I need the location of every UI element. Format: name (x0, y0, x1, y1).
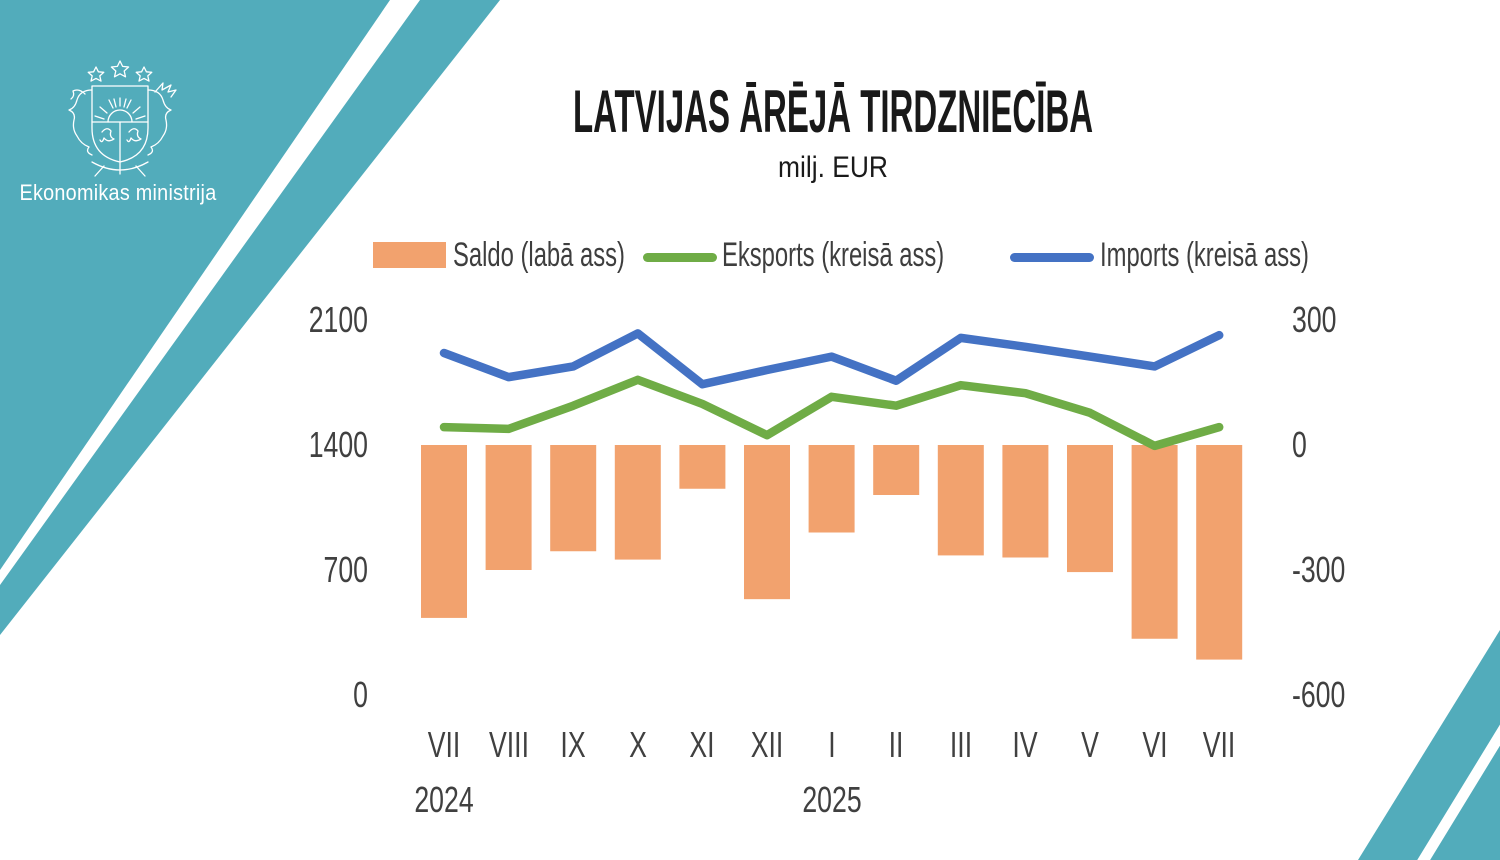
left-axis-tick-2100: 2100 (308, 299, 368, 340)
saldo-bar-VII-0 (421, 445, 467, 618)
right-axis-tick--300: -300 (1292, 549, 1346, 590)
saldo-bar-XII-5 (744, 445, 790, 600)
right-axis-tick-0: 0 (1292, 424, 1307, 465)
month-label-6-I: I (827, 724, 836, 765)
chart-subtitle: milj. EUR (778, 151, 888, 184)
right-axis-tick--600: -600 (1292, 674, 1346, 715)
teal-band-top-left (0, 0, 500, 635)
saldo-bar-IV-9 (1002, 445, 1049, 558)
saldo-bar-II-7 (873, 445, 920, 495)
eksports-line (439, 375, 1224, 451)
saldo-bar-IX-2 (550, 445, 597, 552)
month-label-5-XII: XII (750, 724, 784, 765)
teal-corner-top-left (0, 0, 390, 570)
month-label-9-IV: IV (1012, 724, 1038, 765)
saldo-bar-VI-11 (1131, 445, 1178, 639)
month-label-2-IX: IX (560, 724, 586, 765)
month-label-4-XI: XI (689, 724, 715, 765)
month-label-10-V: V (1081, 724, 1099, 765)
month-label-12-VII: VII (1202, 724, 1236, 765)
saldo-bar-VII-12 (1196, 445, 1243, 660)
saldo-bar-X-3 (614, 445, 661, 560)
ministry-name: Ekonomikas ministrija (19, 180, 217, 205)
legend-label-saldo: Saldo (labā ass) (453, 236, 625, 274)
left-axis-tick-0: 0 (353, 674, 368, 715)
month-label-3-X: X (628, 724, 647, 765)
saldo-bar-VIII-1 (485, 445, 532, 570)
month-label-11-VI: VI (1142, 724, 1168, 765)
chart-title: LATVIJAS ĀRĒJĀ TIRDZNIECĪBA (572, 78, 1094, 145)
diagonal-stripe-bottom-right (1417, 724, 1500, 860)
saldo-bar-III-8 (937, 445, 984, 556)
year-label-2025: 2025 (801, 779, 862, 820)
left-axis-tick-1400: 1400 (308, 424, 368, 465)
saldo-bar-I-6 (808, 445, 855, 533)
month-label-7-II: II (888, 724, 904, 765)
legend-label-imports: Imports (kreisā ass) (1100, 236, 1309, 274)
month-label-8-III: III (949, 724, 972, 765)
month-label-1-VIII: VIII (488, 724, 529, 765)
saldo-bar-XI-4 (679, 445, 726, 489)
legend-swatch-imports (1010, 253, 1094, 262)
coat-of-arms-icon (68, 60, 177, 177)
legend-swatch-eksports (643, 253, 717, 262)
month-label-0-VII: VII (427, 724, 461, 765)
left-axis-tick-700: 700 (323, 549, 368, 590)
year-label-2024: 2024 (414, 779, 474, 820)
right-axis-tick-300: 300 (1292, 299, 1337, 340)
saldo-bar-V-10 (1067, 445, 1113, 573)
legend-swatch-saldo (373, 242, 446, 268)
imports-line (439, 329, 1224, 389)
legend-label-eksports: Eksports (kreisā ass) (722, 236, 945, 274)
